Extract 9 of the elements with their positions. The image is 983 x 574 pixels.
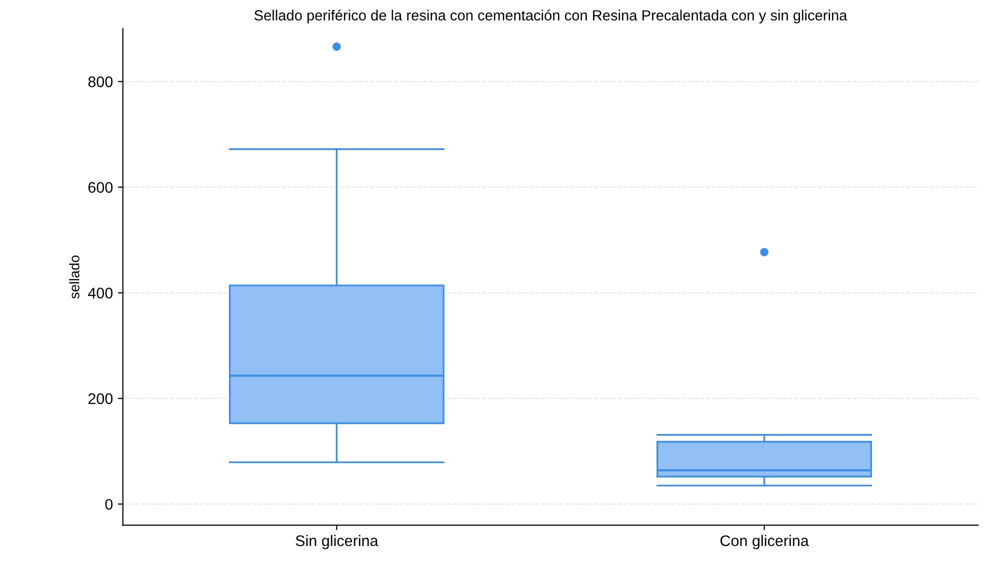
y-axis-title: sellado [69, 256, 80, 299]
y-tick-label: 400 [88, 288, 113, 298]
chart-title: Sellado periférico de la resina con cementación con Resina Precalentada con y sin glicerina [254, 10, 848, 24]
y-tick-label: 800 [88, 76, 113, 88]
y-tick-label: 600 [88, 182, 113, 193]
y-tick-label: 0 [105, 498, 113, 510]
y-tick-label: 200 [88, 393, 113, 404]
x-tick-label: Sin glicerina [296, 534, 378, 550]
x-tick-label: Con glicerina [720, 534, 809, 550]
